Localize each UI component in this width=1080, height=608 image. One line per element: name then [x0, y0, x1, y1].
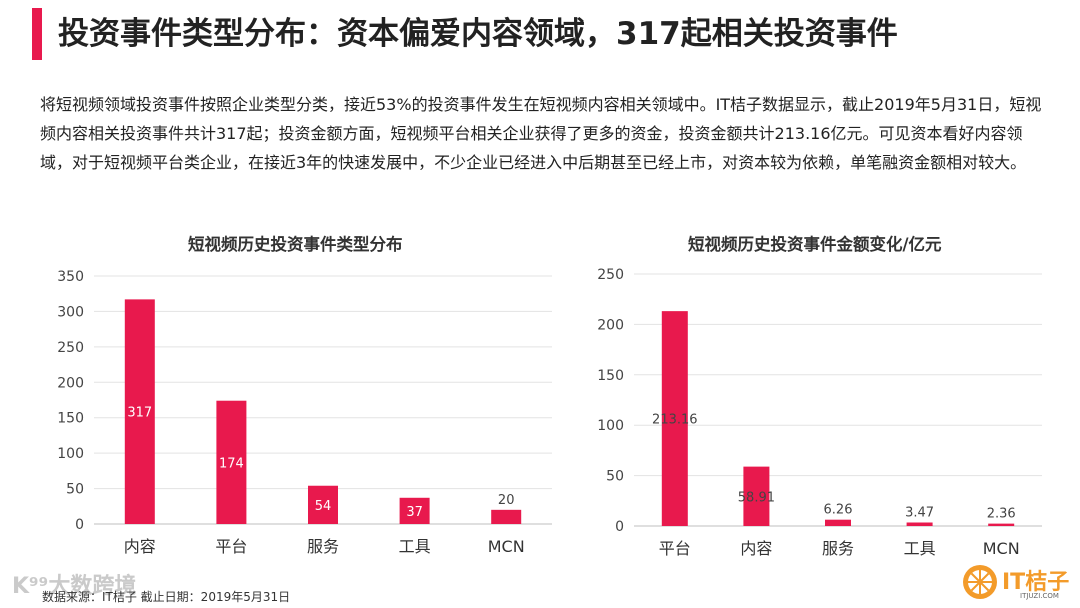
y-tick-label: 250 [57, 340, 84, 356]
watermark: K⁹⁹大数跨境 [12, 574, 137, 599]
data-label: 3.47 [905, 506, 934, 521]
bar [399, 497, 430, 524]
logo-text: IT桔子 [1002, 570, 1070, 595]
intro-paragraph: 将短视频领域投资事件按照企业类型分类，接近53%的投资事件发生在短视频内容相关领… [40, 95, 1042, 172]
investment-amount-chart: 0 50 100 150 200 250 213.16 平台 58.91 内容 6.26 服务 3.47… [597, 267, 1042, 558]
logo-subtext: ITJUZI.COM [1020, 592, 1059, 600]
title-accent-bar [32, 8, 42, 60]
bar [216, 400, 247, 524]
y-tick-label: 300 [57, 304, 84, 320]
investment-count-chart: 0 50 100 150 200 250 300 350 317 内容 174 平台 54 服务 37 工具 2… [57, 269, 552, 556]
category-label: 工具 [399, 537, 431, 556]
bar [988, 523, 1015, 526]
chart1-title: 短视频历史投资事件类型分布 [188, 235, 403, 254]
data-label: 213.16 [652, 413, 698, 428]
category-label: 服务 [822, 539, 854, 558]
y-tick-label: 200 [597, 317, 624, 333]
category-label: 平台 [659, 539, 691, 558]
y-tick-label: 0 [75, 517, 84, 533]
category-label: MCN [983, 539, 1020, 558]
y-tick-label: 0 [615, 519, 624, 535]
data-label: 6.26 [824, 503, 853, 518]
data-label: 54 [315, 499, 332, 514]
data-label: 20 [498, 493, 515, 508]
y-tick-label: 50 [606, 469, 624, 485]
category-label: 内容 [740, 539, 772, 558]
category-label: 服务 [307, 537, 339, 556]
orange-slice-icon [962, 564, 998, 600]
y-tick-label: 100 [597, 418, 624, 434]
data-source: 数据来源：IT桔子 截止日期：2019年5月31日 [42, 590, 291, 604]
bar [825, 519, 851, 526]
page-title: 投资事件类型分布：资本偏爱内容领域，317起相关投资事件 [58, 16, 898, 52]
itjuzi-logo: IT桔子 ITJUZI.COM [962, 558, 1078, 606]
y-tick-label: 100 [57, 446, 84, 462]
data-label: 317 [127, 406, 152, 421]
bar [743, 466, 770, 526]
y-tick-label: 250 [597, 267, 624, 283]
y-tick-label: 150 [597, 368, 624, 384]
y-tick-label: 200 [57, 375, 84, 391]
bar [491, 509, 522, 524]
data-label: 58.91 [738, 490, 775, 505]
y-tick-label: 350 [57, 269, 84, 285]
y-tick-label: 50 [66, 482, 84, 498]
data-label: 37 [406, 505, 423, 520]
category-label: 平台 [215, 537, 247, 556]
bar [124, 299, 155, 524]
bar [308, 485, 338, 524]
bar [906, 522, 933, 526]
y-tick-label: 150 [57, 411, 84, 427]
category-label: MCN [488, 537, 525, 556]
category-label: 工具 [904, 539, 936, 558]
bar [661, 311, 688, 526]
category-label: 内容 [124, 537, 156, 556]
data-label: 174 [219, 456, 244, 471]
chart2-title: 短视频历史投资事件金额变化/亿元 [688, 235, 942, 254]
data-label: 2.36 [987, 507, 1016, 522]
